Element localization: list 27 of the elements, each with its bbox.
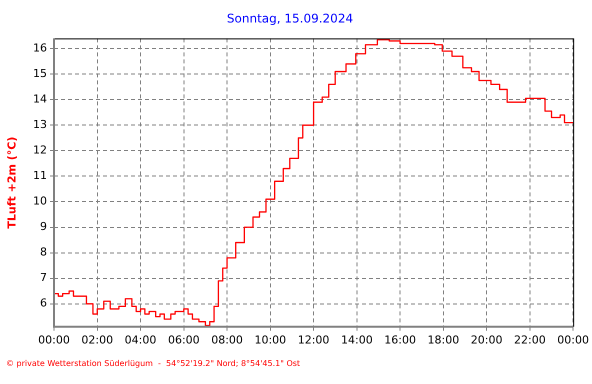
y-tick-label: 8 [40, 246, 47, 259]
y-axis-title: TLuft +2m (°C) [5, 136, 18, 229]
x-tick-label: 04:00 [124, 333, 156, 346]
y-tick-label: 14 [33, 92, 47, 106]
x-tick-label: 18:00 [428, 333, 460, 346]
chart-title: Sonntag, 15.09.2024 [226, 11, 354, 26]
x-tick-label: 06:00 [168, 333, 200, 346]
x-tick-label: 20:00 [470, 333, 502, 346]
y-tick-label: 11 [33, 169, 47, 182]
x-tick-label: 16:00 [384, 333, 416, 346]
x-tick-label: 10:00 [254, 333, 286, 346]
y-tick-label: 15 [33, 66, 47, 80]
x-tick-label: 00:00 [38, 333, 70, 346]
x-tick-label: 14:00 [340, 333, 373, 346]
y-tick-label: 13 [33, 118, 47, 132]
x-tick-label: 00:00 [557, 333, 589, 346]
y-tick-label: 12 [33, 144, 47, 157]
y-tick-label: 10 [33, 194, 47, 208]
y-tick-label: 16 [33, 41, 47, 54]
x-tick-label: 22:00 [514, 333, 546, 346]
y-tick-label: 9 [40, 220, 47, 234]
text: © private Wetterstation Süderlügum - 54°52'19.2" Nord; 8°54'45.1" Ost [6, 359, 300, 368]
x-tick-label: 08:00 [211, 333, 243, 346]
y-tick-label: 7 [40, 271, 47, 284]
x-tick-label: 12:00 [298, 333, 330, 346]
x-tick-label: 02:00 [81, 333, 114, 346]
y-tick-label: 6 [40, 296, 47, 310]
